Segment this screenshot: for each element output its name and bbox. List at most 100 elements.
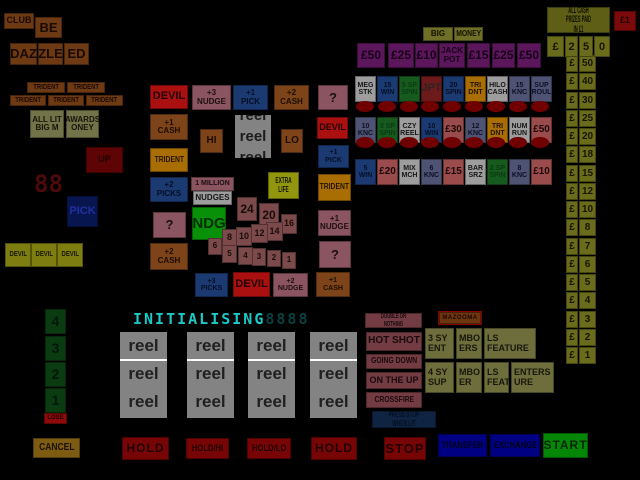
reel-symbol: reel (256, 392, 287, 411)
prize-25b-label: £25 (493, 48, 514, 63)
feature-mystery-2: ? (153, 212, 186, 238)
trail-4-label: 4 (243, 250, 248, 260)
lo-lamp: LO (281, 129, 303, 153)
trail-8-label: 8 (226, 232, 232, 243)
big-lamp-label: BIG (430, 28, 446, 38)
grid-10-win-label: 10 WIN (424, 122, 439, 137)
cancel-button[interactable]: CANCEL (33, 438, 80, 458)
trail-3: 3 (252, 248, 266, 266)
hot-shot-lamp: HOT SHOT (366, 332, 422, 351)
jackpot-digit-cell: 5 (579, 36, 593, 57)
grid-mix-mch: MIX MCH (399, 159, 420, 185)
grid-lamp (421, 137, 439, 148)
devil-lamp-3: DEVIL (57, 243, 83, 267)
nudges-lamp-label: NUDGES (195, 192, 230, 202)
prize-50b: £50 (517, 43, 541, 68)
trail-20-label: 20 (262, 207, 276, 222)
extra-life-lamp: EXTRA LIFE (268, 172, 299, 199)
ladder-currency-cell: £ (566, 347, 578, 364)
grid-50: £50 (531, 117, 552, 143)
grid-10-knc: 10 KNC (355, 117, 376, 143)
ladder-value-cell: 10 (579, 201, 596, 218)
hold-lo-button[interactable]: HOLD/LO (247, 438, 291, 459)
winline-4-label: 4 (51, 313, 60, 330)
daz-tile-label: DAZ (10, 46, 37, 62)
feature-plus2-nudge-label: +2 NUDGE (277, 277, 304, 292)
hot-shot-lamp-label: HOT SHOT (368, 335, 420, 347)
mini-reel-symbol: reel (239, 115, 267, 124)
ladder-value-cell: 1 (579, 347, 596, 364)
jackpot-digit-cell: £ (547, 36, 564, 57)
transfer-button[interactable]: TRANSFER (438, 434, 487, 457)
ladder-currency-cell: £ (566, 311, 578, 328)
all-lit-lamp: ALL LIT BIG M (30, 110, 64, 138)
feature-devil-3: DEVIL (233, 272, 270, 297)
trident-lamp-4-label: TRIDENT (53, 96, 79, 104)
prize-25a: £25 (388, 43, 414, 68)
ladder-value-cell: 12 (579, 183, 596, 200)
trail-1-label: 1 (286, 255, 292, 265)
trail-10: 10 (236, 227, 252, 246)
money-lamp-label: MONEY (456, 28, 481, 38)
grid-lamp (465, 101, 483, 112)
feature-mystery-3-label: ? (331, 246, 339, 262)
feature-plus1-cash-1-label: +1 CASH (157, 117, 181, 135)
grid-12-knc-label: 12 KNC (467, 122, 484, 137)
trail-8: 8 (222, 229, 237, 247)
feature-mystery-3: ? (319, 241, 351, 268)
up-lamp-label: UP (98, 154, 111, 165)
feature-plus2-nudge: +2 NUDGE (273, 273, 308, 297)
grid-tri-dnt-2-label: TRI DNT (490, 122, 505, 137)
grid-jpt-label: JPT (421, 82, 442, 95)
trail-6: 6 (208, 238, 222, 255)
million-lamp-label: 1 MILLION (195, 180, 230, 188)
grid-2sp-spin: 2 SP SPIN (487, 159, 508, 185)
trident-lamp-2: TRIDENT (67, 82, 105, 93)
feature-plus1-cash-2: +1 CASH (316, 272, 350, 297)
grid-30-label: £30 (445, 123, 462, 135)
nudges-lamp: NUDGES (193, 191, 232, 205)
ladder-value-cell: 50 (579, 55, 596, 72)
feature-devil-2: DEVIL (317, 117, 348, 139)
start-button[interactable]: START (543, 433, 588, 458)
money-lamp: MONEY (454, 27, 483, 41)
grid-lamp (378, 137, 396, 148)
jackpot-digit-cell: 2 (565, 36, 578, 57)
coin-1-lamp: £1 (614, 11, 636, 31)
grid-10-knc-label: 10 KNC (357, 122, 374, 137)
club-badge: CLUB (4, 13, 34, 29)
hold-hi-button[interactable]: HOLD/HI (186, 438, 229, 459)
ladder-currency-cell: £ (566, 146, 578, 163)
ladder-value-cell: 20 (579, 128, 596, 145)
grid-mix-mch-label: MIX MCH (401, 164, 418, 179)
feature-note-enters-label: ENTERS URE (514, 367, 551, 387)
ndg-lamp: NDG (192, 207, 226, 240)
grid-hilo-cash-label: HILO CASH (487, 81, 508, 96)
jackpot-digit-cell: 0 (594, 36, 610, 57)
grid-20-spin-label: 20 SPIN (445, 81, 462, 96)
winline-1-label: 1 (51, 392, 60, 409)
grid-lamp (487, 101, 505, 112)
exchange-button[interactable]: EXCHANGE (490, 434, 540, 457)
ladder-currency-cell: £ (566, 165, 578, 182)
hold-button-1[interactable]: HOLD (122, 437, 169, 460)
trail-14-label: 14 (269, 225, 280, 236)
feature-plus2-cash-label: +2 CASH (280, 88, 303, 106)
ladder-currency-cell: £ (566, 292, 578, 309)
hold-button-2[interactable]: HOLD (311, 437, 357, 460)
on-the-up-lamp: ON THE UP (366, 372, 422, 389)
feature-devil-3-label: DEVIL (235, 277, 268, 290)
devil-lamp-3-label: DEVIL (61, 251, 79, 259)
reel-symbol: reel (128, 336, 159, 355)
grid-lamp (400, 101, 418, 112)
reel-symbol: reel (318, 364, 349, 383)
alpha-display: INITIALISING 8888 (133, 309, 310, 328)
trail-12-label: 12 (254, 227, 265, 238)
stop-button[interactable]: STOP (384, 437, 426, 460)
feature-plus1-pick-label: +1 PICK (240, 88, 261, 106)
mini-reel-symbol: reel (239, 128, 267, 145)
feature-plus2-cash-2: +2 CASH (150, 243, 188, 270)
ladder-value-cell: 8 (579, 219, 596, 236)
feature-note-ls1-label: LS FEATURE (487, 333, 529, 353)
stop-button-label: STOP (385, 440, 425, 456)
